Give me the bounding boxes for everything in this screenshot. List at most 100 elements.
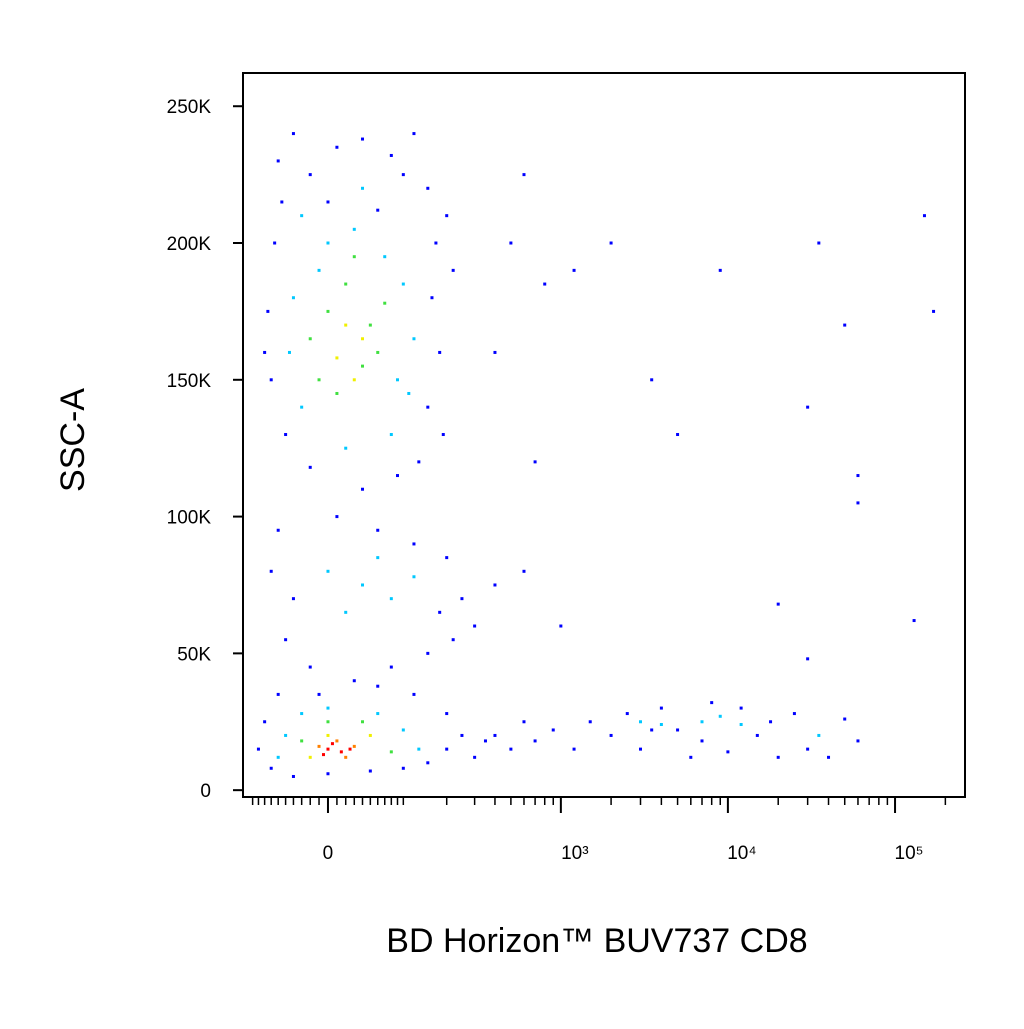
data-point [676,433,680,437]
data-point [843,323,847,327]
data-point [426,186,430,190]
data-point [376,208,380,212]
data-point [412,542,416,546]
data-point [460,733,464,737]
data-point [326,706,330,710]
data-point [266,309,270,313]
data-point [383,255,387,259]
data-point [856,739,860,743]
y-tick-label: 150K [167,371,212,392]
data-point [426,405,430,409]
y-tick-label: 250K [167,97,212,118]
y-tick-label: 50K [177,644,211,665]
data-point [445,747,449,751]
data-point [401,282,405,286]
data-point [739,723,743,727]
data-point [376,528,380,532]
data-point [335,739,339,743]
data-point [361,186,365,190]
data-point [396,378,400,382]
data-point [284,433,288,437]
data-point [352,378,356,382]
data-point [559,624,563,628]
data-point [451,638,455,642]
data-point [344,282,348,286]
data-point [376,556,380,560]
x-tick-label: 10³ [561,843,588,864]
data-point [300,712,304,716]
data-point [335,515,339,519]
data-point [806,405,810,409]
data-point [700,720,704,724]
data-point [269,766,273,770]
data-point [263,350,267,354]
data-point [659,723,663,727]
data-point [335,356,339,360]
data-point [650,728,654,732]
data-point [843,717,847,721]
data-point [700,739,704,743]
data-point [361,720,365,724]
data-point [287,350,291,354]
data-point [291,296,295,300]
data-point [817,241,821,245]
data-point [326,569,330,573]
data-point [344,755,348,759]
data-point [344,446,348,450]
data-point [792,712,796,716]
data-point [396,474,400,478]
data-point [739,706,743,710]
data-point [676,728,680,732]
data-point [339,750,343,754]
x-axis-label: BD Horizon™ BUV737 CD8 [386,922,807,960]
data-point [412,337,416,341]
data-point [368,733,372,737]
data-point [932,309,936,313]
data-point [572,747,576,751]
data-point [376,350,380,354]
data-point [276,528,280,532]
data-point [533,739,537,743]
data-point [276,692,280,696]
data-point [401,173,405,177]
data-point [445,214,449,218]
data-point [389,433,393,437]
data-point [922,214,926,218]
data-point [280,200,284,204]
data-point [430,296,434,300]
data-point [317,692,321,696]
data-point [317,268,321,272]
data-point [389,153,393,157]
data-point [389,750,393,754]
data-point [326,720,330,724]
data-point [625,712,629,716]
data-point [726,750,730,754]
data-point [361,583,365,587]
data-point [376,712,380,716]
data-point [718,268,722,272]
data-point [806,747,810,751]
data-point [317,744,321,748]
data-point [291,774,295,778]
data-point [441,433,445,437]
data-point [326,733,330,737]
data-point [755,733,759,737]
data-point [291,132,295,136]
data-point [361,137,365,141]
data-point [335,145,339,149]
data-point [326,200,330,204]
data-point [269,569,273,573]
y-axis-label: SSC-A [54,388,92,492]
data-point [376,684,380,688]
data-point [308,755,312,759]
data-point [438,350,442,354]
data-point [483,739,487,743]
data-point [856,474,860,478]
data-point [352,679,356,683]
data-point [291,597,295,601]
data-point [417,747,421,751]
data-point [368,769,372,773]
data-point [407,391,411,395]
data-point [401,766,405,770]
